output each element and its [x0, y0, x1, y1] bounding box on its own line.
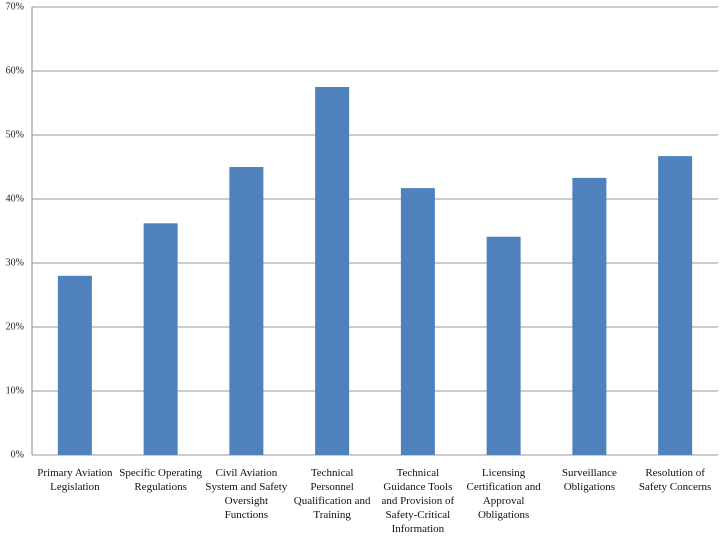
x-tick-label: Surveillance Obligations: [561, 467, 617, 493]
y-tick-label: 70%: [6, 1, 24, 12]
bar: [229, 167, 264, 455]
x-tick-label: Technical Personnel Qualification and Tr…: [293, 467, 371, 521]
y-tick-label: 20%: [6, 321, 24, 332]
bar: [572, 177, 607, 455]
bar: [143, 223, 178, 455]
y-tick-label: 10%: [6, 385, 24, 396]
bar: [658, 156, 693, 455]
x-tick-label: Civil Aviation System and Safety Oversig…: [205, 467, 288, 521]
bar: [486, 236, 521, 455]
x-tick-label: Specific Operating Regulations: [119, 467, 203, 493]
bar: [315, 87, 350, 455]
x-tick-label: Licensing Certification and Approval Obl…: [466, 467, 541, 521]
bar: [57, 275, 92, 455]
x-tick-label: Resolution of Safety Concerns: [638, 467, 712, 493]
y-tick-label: 50%: [6, 129, 24, 140]
x-tick-label: Technical Guidance Tools and Provision o…: [381, 467, 455, 535]
y-tick-label: 40%: [6, 193, 24, 204]
y-tick-label: 60%: [6, 65, 24, 76]
y-tick-label: 0%: [11, 449, 24, 460]
x-tick-label: Primary Aviation Legislation: [37, 467, 113, 493]
y-tick-label: 30%: [6, 257, 24, 268]
bar: [400, 188, 435, 455]
